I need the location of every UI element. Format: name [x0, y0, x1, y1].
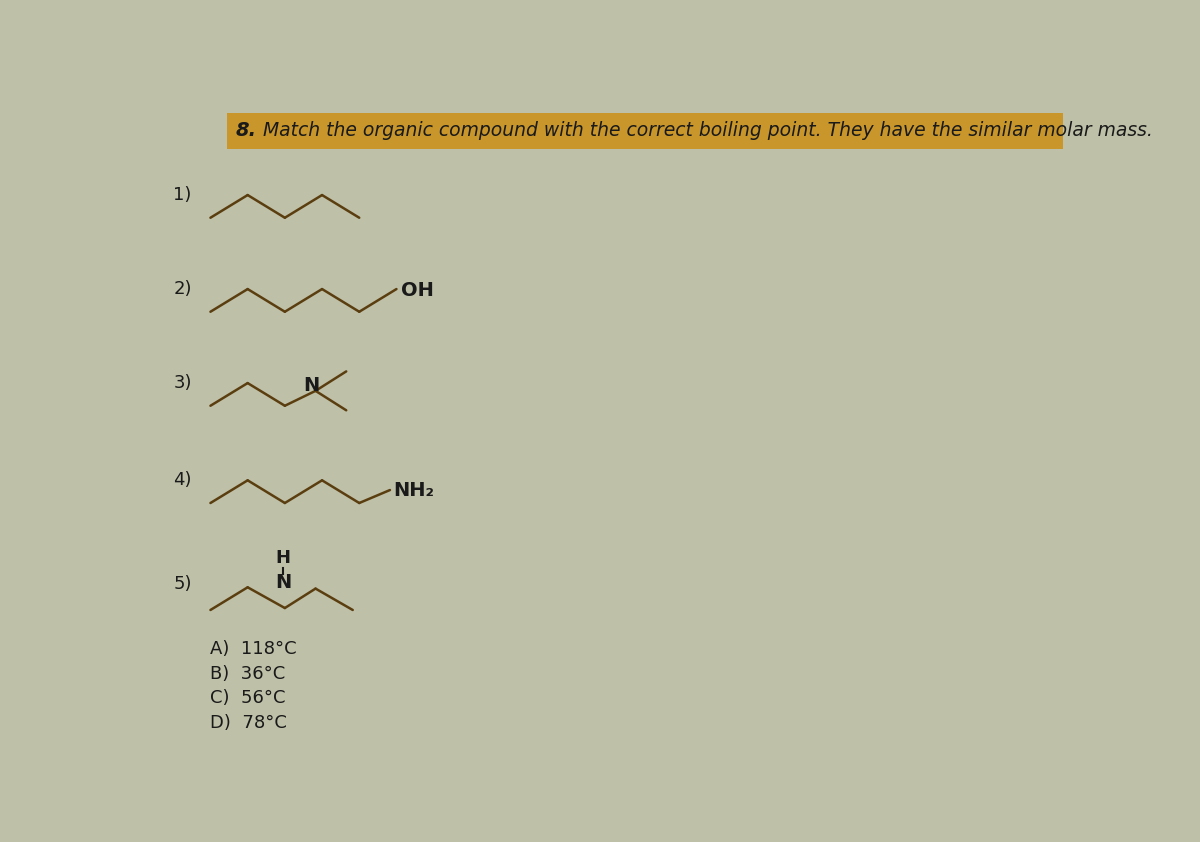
FancyBboxPatch shape: [227, 113, 1063, 149]
Text: Match the organic compound with the correct boiling point. They have the similar: Match the organic compound with the corr…: [264, 121, 1153, 141]
Text: 5): 5): [173, 575, 192, 593]
Text: H: H: [276, 549, 290, 568]
Text: C)  56°C: C) 56°C: [210, 689, 286, 707]
Text: D)  78°C: D) 78°C: [210, 714, 287, 732]
Text: 8.: 8.: [235, 121, 257, 141]
Text: 2): 2): [173, 280, 192, 298]
Text: OH: OH: [401, 281, 434, 300]
Text: NH₂: NH₂: [394, 481, 434, 499]
Text: A)  118°C: A) 118°C: [210, 640, 298, 658]
Text: N: N: [275, 573, 292, 592]
Text: N: N: [304, 376, 320, 395]
Text: 3): 3): [173, 374, 192, 392]
Text: 1): 1): [173, 186, 192, 204]
Text: B)  36°C: B) 36°C: [210, 664, 286, 683]
Text: 4): 4): [173, 472, 192, 489]
